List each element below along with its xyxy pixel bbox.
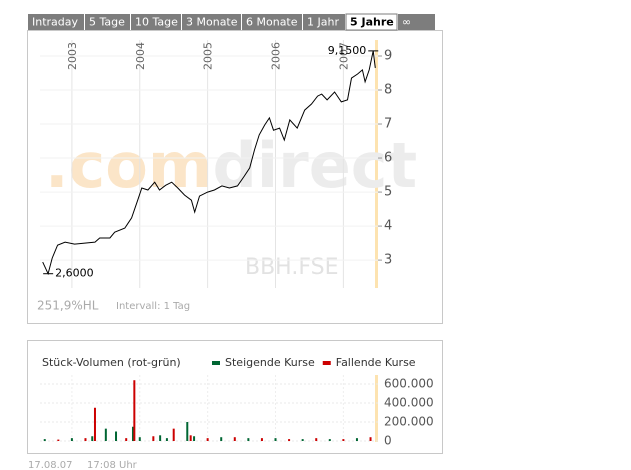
- volume-bar: [115, 431, 118, 441]
- watermark: direct: [213, 129, 418, 202]
- volume-bar: [186, 422, 189, 441]
- legend-label: Fallende Kurse: [336, 356, 416, 369]
- tab[interactable]: [242, 14, 302, 30]
- tab[interactable]: [85, 14, 130, 30]
- y-tick-label: 5: [384, 185, 392, 200]
- tab[interactable]: [131, 14, 181, 30]
- volume-bar: [206, 438, 209, 441]
- price-line: [42, 50, 376, 276]
- legend-label: Steigende Kurse: [225, 356, 315, 369]
- performance: 251,9%HL: [37, 299, 99, 313]
- legend-swatch: [212, 361, 220, 365]
- y-tick-label: 400.000: [384, 396, 434, 410]
- volume-bar: [165, 438, 168, 441]
- volume-bar: [342, 439, 345, 441]
- y-tick-label: 600.000: [384, 377, 434, 391]
- tab[interactable]: [345, 13, 398, 31]
- volume-panel: [27, 340, 443, 454]
- y-tick-label: 3: [384, 253, 392, 268]
- tab-label[interactable]: 10 Tage: [135, 16, 178, 29]
- volume-bar: [131, 426, 134, 441]
- volume-bar: [43, 439, 46, 441]
- annotation: 9,1500: [328, 44, 367, 57]
- tab[interactable]: [182, 14, 241, 30]
- tab-label[interactable]: Intraday: [32, 16, 79, 29]
- y-tick-label: 7: [384, 117, 392, 132]
- footer-date: 17.08.07: [28, 460, 73, 470]
- volume-bar: [93, 407, 96, 441]
- volume-bar: [57, 439, 60, 441]
- volume-bar: [70, 438, 73, 441]
- watermark: .com: [45, 129, 213, 202]
- volume-bar: [104, 428, 107, 441]
- interval: Intervall: 1 Tag: [116, 301, 190, 312]
- volume-bar: [138, 437, 141, 441]
- y-tick-label: 9: [384, 48, 392, 63]
- tab-label[interactable]: 6 Monate: [246, 16, 298, 29]
- tab-label[interactable]: 1 Jahr: [307, 16, 339, 29]
- volume-bar: [288, 439, 291, 441]
- y-tick-label: 6: [384, 151, 392, 166]
- volume-bar: [328, 439, 331, 441]
- y-tick-label: 4: [384, 219, 392, 234]
- volume-bar: [274, 438, 277, 441]
- volume-bar: [159, 435, 162, 441]
- tab-label[interactable]: 5 Tage: [89, 16, 125, 29]
- volume-bar: [125, 438, 128, 441]
- current-period-band: [375, 40, 378, 288]
- tab-label[interactable]: 3 Monate: [186, 16, 238, 29]
- volume-bar: [247, 438, 250, 441]
- volume-bar: [369, 437, 372, 441]
- volume-bar: [189, 435, 192, 441]
- volume-title: Stück-Volumen (rot-grün): [42, 356, 181, 369]
- volume-bar: [91, 436, 94, 441]
- volume-bar: [152, 436, 155, 441]
- y-tick-label: 0: [384, 434, 392, 448]
- tab-label[interactable]: ∞: [402, 16, 411, 29]
- symbol-watermark: BBH.FSE: [245, 255, 338, 280]
- y-tick-label: 200.000: [384, 415, 434, 429]
- legend-swatch: [322, 361, 331, 365]
- volume-bar: [133, 380, 136, 441]
- tab[interactable]: [28, 14, 84, 30]
- tab[interactable]: [303, 14, 345, 30]
- volume-bar: [233, 437, 236, 441]
- volume-bar: [84, 438, 87, 441]
- annotation: 2,6000: [55, 267, 94, 280]
- volume-bar: [355, 438, 358, 441]
- volume-bar: [172, 428, 175, 441]
- y-tick-label: 8: [384, 83, 392, 98]
- volume-bar: [315, 438, 318, 441]
- volume-bar: [193, 436, 196, 441]
- footer-time: 17:08 Uhr: [87, 460, 138, 470]
- volume-bar: [220, 437, 223, 441]
- volume-bar: [301, 439, 304, 441]
- volume-bar: [260, 438, 263, 441]
- current-period-band: [375, 375, 378, 442]
- price-panel: [27, 30, 443, 324]
- tab-label[interactable]: 5 Jahre: [350, 16, 394, 29]
- tab[interactable]: [398, 14, 435, 30]
